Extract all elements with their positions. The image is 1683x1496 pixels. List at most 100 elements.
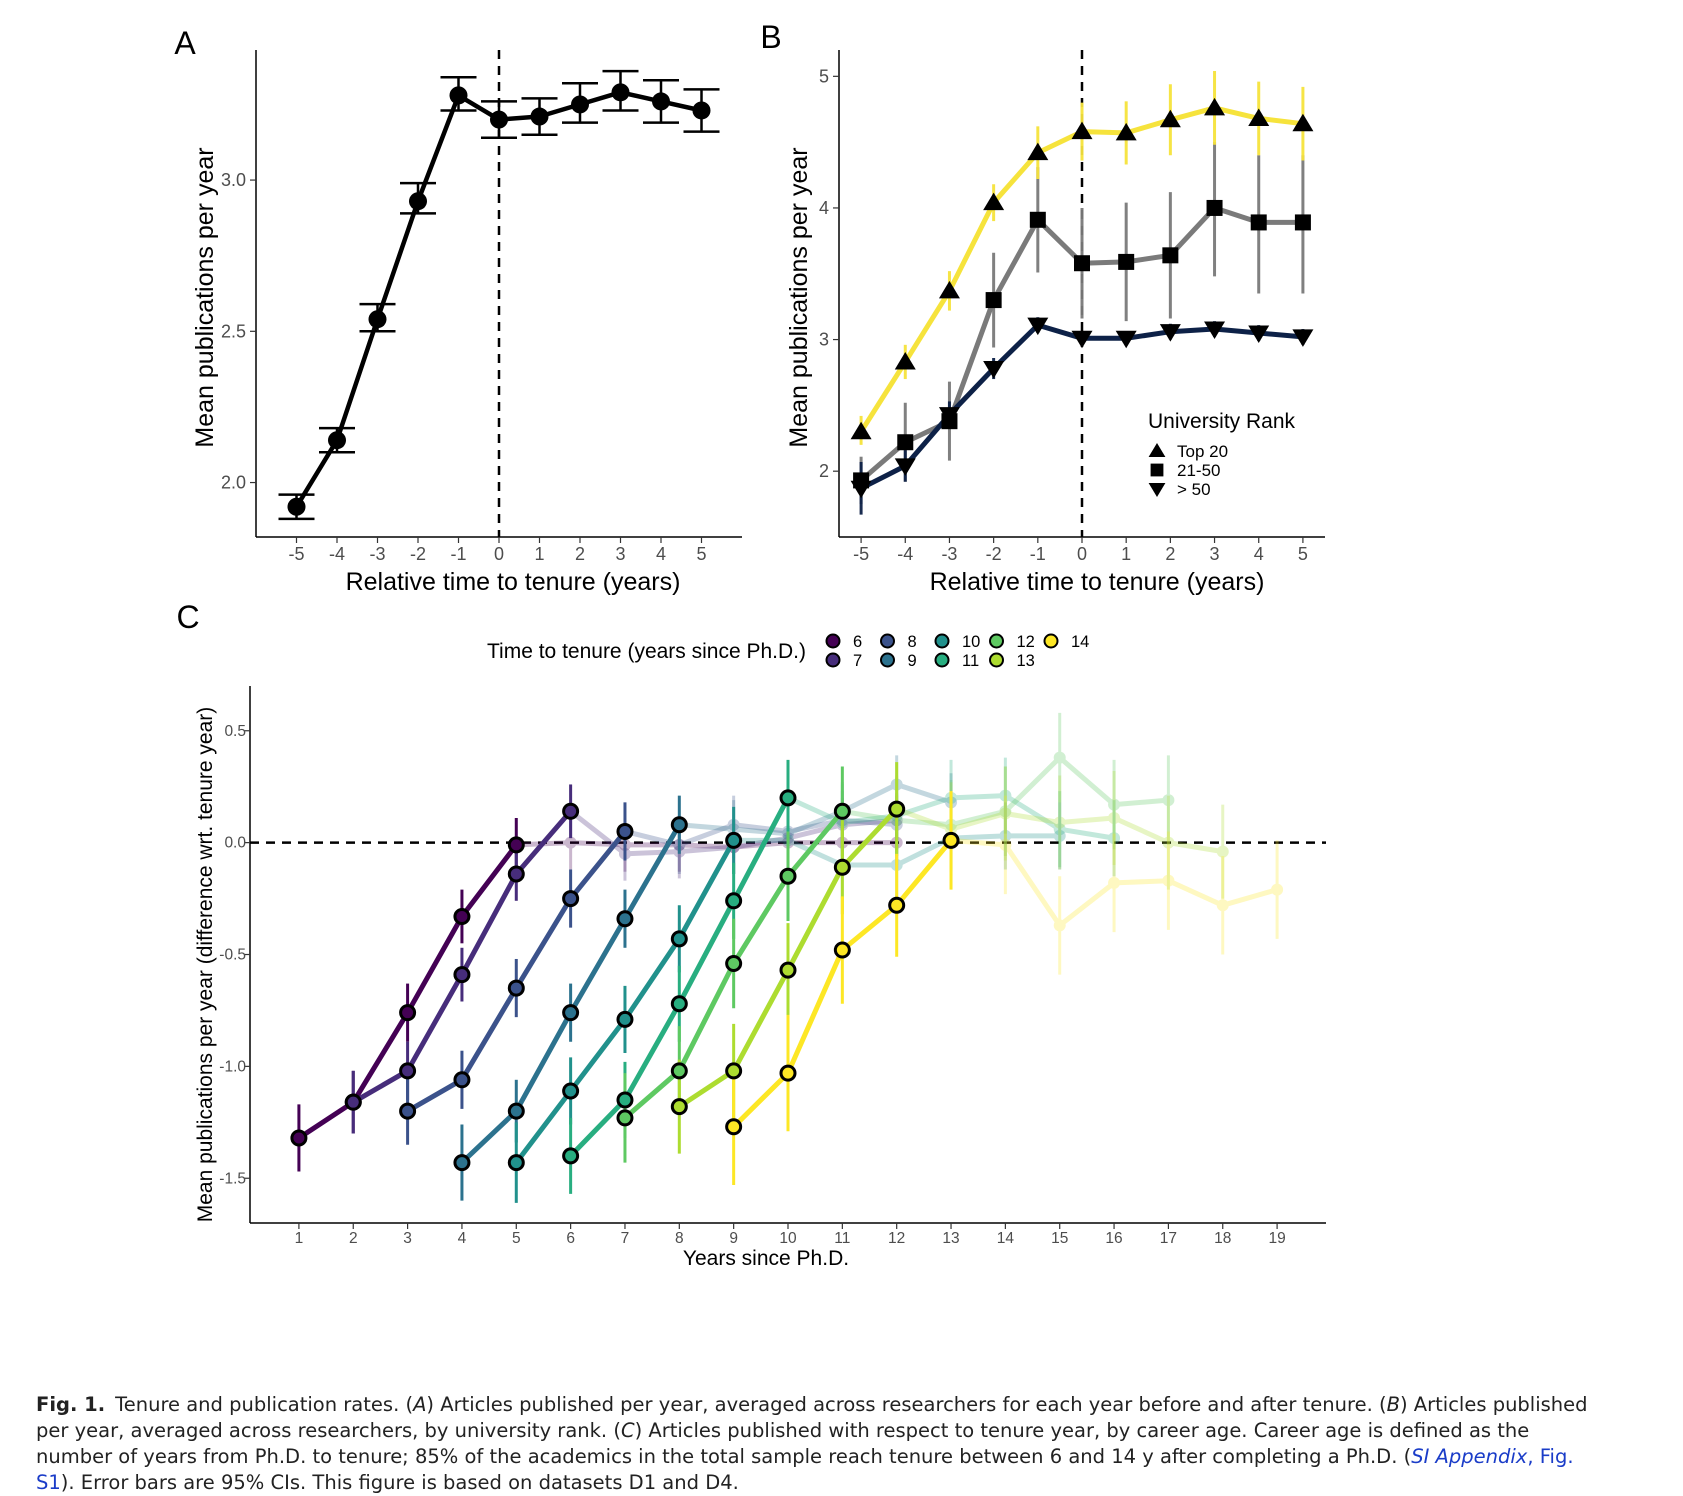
panel-a-y-tick-label: 2.0 [221, 473, 246, 493]
panel-c-post-point [1108, 876, 1121, 889]
panel-c-post-point [999, 838, 1012, 851]
panel-c-y-tick-label: 0.5 [224, 723, 246, 740]
panel-b-point-top20 [1115, 122, 1137, 141]
panel-b-point-rank-21-50 [1074, 255, 1090, 272]
panel-c-post-point [1108, 812, 1121, 825]
caption-text: ) Articles published per year, averaged … [426, 1393, 1387, 1416]
panel-c-legend-key-13 [989, 652, 1004, 668]
panel-a-point [368, 310, 387, 329]
panel-c-point-7 [344, 1093, 362, 1111]
panel-b-point-top20 [938, 280, 960, 299]
panel-b-legend-key [1148, 443, 1166, 457]
panel-a-x-tick-label: -2 [410, 544, 426, 564]
panel-c-legend-key-6 [825, 633, 841, 649]
panel-b-x-tick-label: 4 [1254, 544, 1264, 564]
panel-c-point-11 [725, 892, 743, 910]
caption-ref-b: B [1386, 1393, 1400, 1416]
panel-b-point-top20 [1248, 108, 1270, 126]
panel-a-x-tick-label: 0 [494, 544, 504, 564]
panel-b-x-tick-label: 2 [1165, 544, 1175, 564]
panel-a-point [490, 110, 508, 129]
panel-c-point-9 [616, 910, 634, 928]
panel-b-x-tick-label: 1 [1121, 544, 1131, 564]
panel-a-point [449, 86, 468, 105]
panel-c-x-tick-label: 18 [1214, 1230, 1231, 1247]
panel-a-x-tick-label: -4 [329, 544, 345, 564]
panel-c-x-tick-label: 9 [729, 1230, 738, 1247]
panel-c-x-tick-label: 19 [1268, 1230, 1285, 1247]
panel-b-legend-label: > 50 [1177, 480, 1211, 499]
panel-b-point-rank-gt50 [938, 407, 960, 425]
panel-c-x-tick-label: 15 [1051, 1230, 1068, 1247]
panel-c-y-axis-title: Mean publications per year (difference w… [194, 707, 217, 1223]
panel-a-y-tick-label: 3.0 [221, 170, 246, 190]
panel-c-post-point [999, 829, 1012, 842]
panel-b-point-rank-21-50 [1162, 247, 1179, 264]
panel-c-point-6 [453, 907, 471, 925]
panel-b-point-top20 [1292, 113, 1314, 132]
panel-b-x-tick-label: 5 [1298, 544, 1308, 564]
panel-c-post-line [950, 837, 1278, 928]
panel-c-point-11 [562, 1147, 580, 1165]
panel-b-legend-label: 21-50 [1177, 461, 1220, 480]
panel-b-x-tick-label: -2 [986, 544, 1002, 564]
panel-b-point-rank-21-50 [897, 434, 914, 451]
panel-c-point-14 [833, 941, 851, 959]
panel-c-point-7 [507, 865, 525, 883]
panel-b-x-tick-label: 0 [1077, 544, 1087, 564]
panel-b-x-axis-title: Relative time to tenure (years) [930, 568, 1265, 596]
panel-c-post-point [1108, 832, 1121, 845]
si-appendix-link[interactable]: SI Appendix [1411, 1445, 1528, 1468]
panel-c-legend-label: 12 [1017, 633, 1035, 651]
panel-c-legend-key-8 [880, 633, 895, 649]
panel-c-point-11 [779, 789, 797, 807]
panel-c-post-point [1053, 829, 1066, 842]
panel-b-point-top20 [1159, 109, 1181, 128]
panel-b-point-rank-gt50 [1248, 325, 1270, 343]
fig-s1-link[interactable]: , Fig. S1 [36, 1445, 1574, 1494]
panel-c-point-13 [888, 800, 906, 818]
panel-b-point-top20 [983, 192, 1005, 211]
panel-c-point-10 [507, 1154, 525, 1172]
panel-c-x-tick-label: 12 [888, 1230, 905, 1247]
panel-b-legend-key [1150, 463, 1164, 477]
caption-text: ) Articles published with respect to ten… [36, 1419, 1530, 1468]
panel-b-y-tick-label: 3 [819, 330, 829, 350]
panel-c-legend-label: 13 [1017, 652, 1035, 670]
panel-b-point-rank-21-50 [1250, 214, 1267, 231]
panel-c-legend-label: 10 [962, 633, 980, 651]
panel-a-x-axis-title: Relative time to tenure (years) [346, 568, 681, 596]
panel-a-x-tick-label: 1 [534, 544, 544, 564]
panel-c-point-6 [507, 836, 525, 854]
panel-b-point-rank-gt50 [1027, 317, 1049, 336]
panel-b-point-top20 [1071, 121, 1093, 140]
panel-c-post-point [999, 807, 1012, 820]
panel-c-x-tick-label: 16 [1105, 1230, 1122, 1247]
panel-c-point-12 [725, 954, 743, 972]
panel-c-post-point [1271, 883, 1284, 896]
panel-c-post-line [516, 840, 897, 850]
panel-c-point-14 [725, 1118, 743, 1136]
panel-c-post-point [1216, 845, 1229, 858]
panel-b-point-top20 [850, 421, 872, 440]
panel-c-point-9 [453, 1154, 471, 1172]
panel-c-x-tick-label: 3 [403, 1230, 412, 1247]
panel-c-label: C [176, 599, 199, 635]
panel-c-point-7 [399, 1062, 417, 1080]
panel-c-point-8 [562, 890, 580, 908]
panel-c-point-8 [399, 1102, 417, 1120]
panel-c-point-6 [399, 1004, 417, 1022]
caption-label: Fig. 1. [36, 1393, 106, 1416]
panel-c-x-tick-label: 4 [458, 1230, 467, 1247]
panel-b-point-rank-gt50 [1159, 324, 1181, 342]
panel-b-x-tick-label: 3 [1210, 544, 1220, 564]
panel-c-point-10 [670, 930, 688, 948]
panel-c-point-13 [779, 961, 797, 979]
panel-b-point-top20 [894, 351, 916, 370]
panel-c-legend-label: 8 [908, 633, 917, 651]
panel-b: B -5 -4 -3 -2 -1 0 1 2 3 4 5 2 3 4 5 Relative time to te… [760, 19, 1325, 596]
panel-c-point-12 [616, 1109, 634, 1127]
panel-c-post-point [1053, 751, 1066, 764]
panel-b-point-rank-21-50 [1294, 214, 1311, 231]
